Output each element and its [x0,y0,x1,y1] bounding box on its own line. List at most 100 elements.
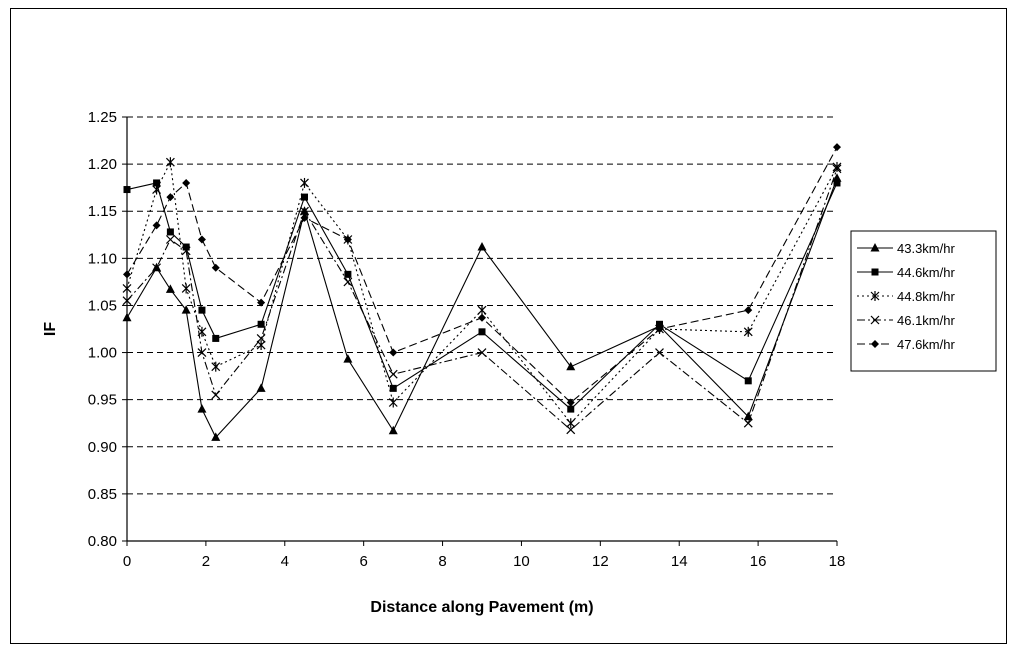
data-point [566,361,576,371]
data-point [182,178,191,187]
x-tick-label: 4 [281,553,289,570]
legend-label: 43.3km/hr [897,241,955,256]
data-point [343,354,353,363]
y-tick-labels: 0.80 0.85 0.90 0.95 1.00 1.05 1.10 1.15 1.20 1.25 [88,109,117,550]
data-point [152,184,162,195]
data-point [343,235,352,244]
data-point [388,425,398,435]
data-point [197,235,206,244]
legend-label: 47.6km/hr [897,337,955,352]
x-tick-label: 6 [359,553,367,570]
series-line [126,160,838,425]
data-point [165,157,175,168]
y-tick-label: 0.85 [88,486,117,503]
x-tick-label: 14 [671,553,688,570]
data-point [197,348,207,357]
series-46.1km/hr [122,164,842,435]
legend-marker [871,268,879,276]
legend-label: 46.1km/hr [897,313,955,328]
data-point [833,143,841,152]
series-line [126,146,838,404]
data-point [211,263,220,272]
data-point [152,263,162,273]
data-point [122,296,132,306]
legend-label: 44.8km/hr [897,289,955,304]
data-point [478,328,486,336]
data-point [344,270,352,278]
series-44.6km/hr [123,179,841,413]
chart-frame [10,8,1007,644]
x-tick-label: 0 [123,553,131,570]
data-point [166,193,175,202]
data-point [477,305,487,316]
data-point [165,284,175,293]
data-point [477,242,487,251]
series-44.8km/hr [122,157,842,429]
data-point [257,298,266,307]
data-point [567,405,575,413]
legend-item: 46.1km/hr [857,313,955,328]
x-tick-labels: 0 2 4 6 8 10 12 14 16 18 [123,553,846,570]
legend-marker [870,291,880,301]
data-point [211,432,221,441]
legend: 43.3km/hr 44.6km/hr 44.8km/hr 46.1km/hr 47.6… [850,230,997,372]
data-point [655,325,664,333]
data-point [123,270,131,279]
legend-item: 44.6km/hr [857,265,955,280]
legend-label: 44.6km/hr [897,265,955,280]
y-tick-label: 1.20 [88,156,117,173]
data-point [165,235,175,244]
data-point [301,193,308,201]
data-point [256,383,266,392]
series-line [126,168,838,431]
data-point [566,398,575,407]
data-point [181,246,191,256]
data-point [211,361,221,372]
data-point [566,418,576,429]
legend-item: 43.3km/hr [857,241,955,256]
data-point [832,164,842,174]
x-tick-label: 2 [202,553,210,570]
data-point [122,283,132,294]
data-point [197,404,207,413]
data-point [744,306,753,315]
data-point [152,221,161,230]
data-point [256,333,266,343]
y-tick-label: 1.05 [88,297,117,314]
x-tick-label: 8 [438,553,446,570]
data-point [300,213,309,222]
y-tick-label: 1.25 [88,109,117,126]
x-axis-title: Distance along Pavement (m) [370,599,593,616]
data-point [198,306,206,314]
x-tick-label: 16 [750,553,767,570]
data-point [181,283,191,294]
y-tick-label: 1.00 [88,345,117,362]
data-point [166,228,174,236]
y-tick-label: 1.10 [88,250,117,267]
legend-marker [870,315,880,325]
data-point [743,411,753,421]
data-point [153,179,161,187]
x-tick-label: 12 [592,553,609,570]
data-point [744,377,752,385]
data-point [566,425,576,435]
legend-marker [870,243,880,252]
legend-marker [871,340,879,348]
y-axis-title: IF [42,322,59,336]
data-point [181,305,191,314]
series-group [122,143,842,441]
data-point [122,312,132,322]
data-point [257,320,265,328]
y-tick-label: 1.15 [88,203,117,220]
series-line [126,182,838,410]
data-point [655,348,664,357]
data-point [300,177,309,188]
legend-item: 44.8km/hr [857,289,955,304]
data-point [477,348,487,357]
y-tick-label: 0.95 [88,392,117,409]
data-point [388,397,398,408]
data-point [833,179,841,187]
data-point [388,369,398,379]
y-tick-label: 0.90 [88,439,117,456]
